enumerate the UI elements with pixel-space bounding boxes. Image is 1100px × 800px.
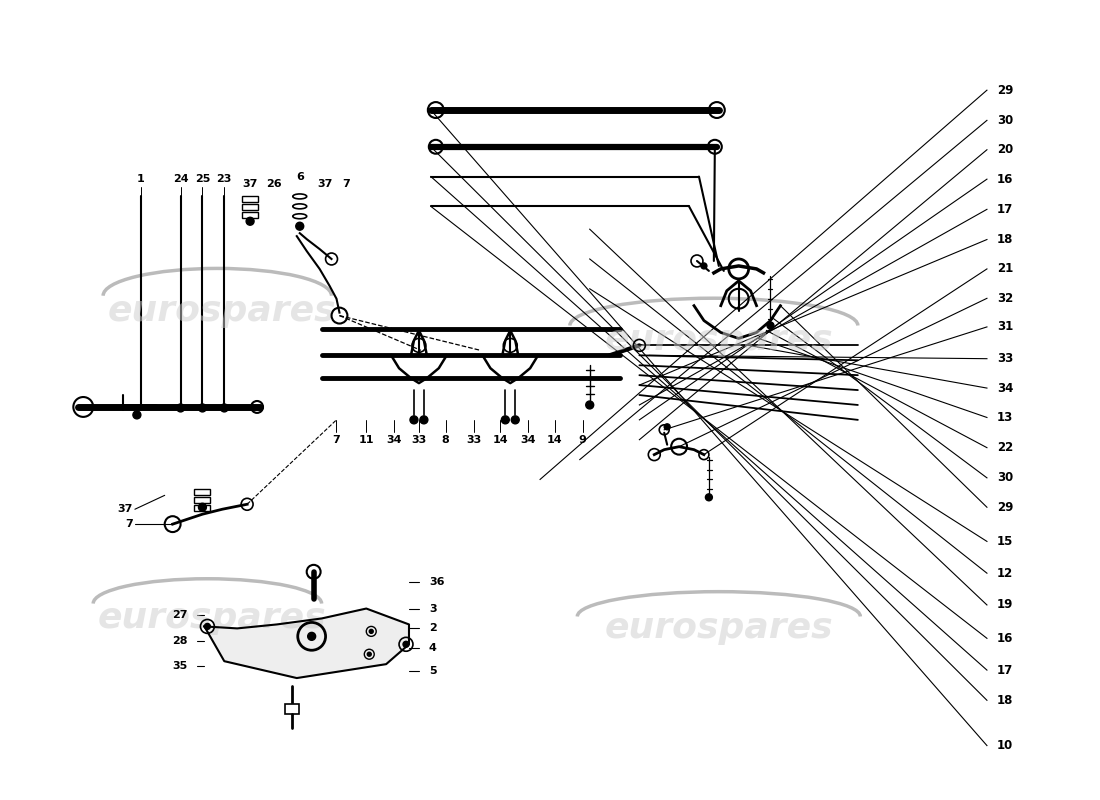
Circle shape xyxy=(767,322,774,329)
Text: 29: 29 xyxy=(997,501,1013,514)
Bar xyxy=(242,204,258,210)
Text: 17: 17 xyxy=(997,664,1013,677)
Text: 31: 31 xyxy=(997,321,1013,334)
Text: 28: 28 xyxy=(172,636,187,646)
Text: 27: 27 xyxy=(172,610,187,619)
Circle shape xyxy=(705,494,713,501)
Text: 20: 20 xyxy=(997,143,1013,156)
Text: 6: 6 xyxy=(296,171,304,182)
Circle shape xyxy=(410,416,418,424)
Text: 33: 33 xyxy=(411,434,427,445)
Text: 37: 37 xyxy=(118,504,133,514)
Circle shape xyxy=(205,623,210,630)
Circle shape xyxy=(420,416,428,424)
Bar xyxy=(242,212,258,218)
Text: 33: 33 xyxy=(466,434,481,445)
Circle shape xyxy=(664,424,670,430)
Text: 18: 18 xyxy=(997,694,1013,707)
Circle shape xyxy=(586,401,594,409)
Text: 11: 11 xyxy=(359,434,374,445)
Text: 16: 16 xyxy=(997,632,1013,645)
Circle shape xyxy=(701,263,707,269)
Circle shape xyxy=(177,404,185,412)
Bar xyxy=(285,704,299,714)
Circle shape xyxy=(246,218,254,226)
Text: 23: 23 xyxy=(217,174,232,183)
Text: 15: 15 xyxy=(997,535,1013,548)
Text: 8: 8 xyxy=(442,434,450,445)
Circle shape xyxy=(296,222,304,230)
Bar xyxy=(195,490,210,495)
Bar xyxy=(285,704,299,714)
Circle shape xyxy=(198,404,207,412)
Text: 14: 14 xyxy=(493,434,508,445)
Text: 26: 26 xyxy=(266,178,282,189)
Text: 29: 29 xyxy=(997,84,1013,97)
Circle shape xyxy=(308,632,316,640)
Text: 30: 30 xyxy=(997,471,1013,484)
Text: 36: 36 xyxy=(429,577,444,586)
Text: 7: 7 xyxy=(342,178,350,189)
Text: 35: 35 xyxy=(173,661,187,671)
Text: 18: 18 xyxy=(997,233,1013,246)
Text: 16: 16 xyxy=(997,173,1013,186)
Text: 12: 12 xyxy=(997,566,1013,580)
Text: eurospares: eurospares xyxy=(605,323,833,358)
Text: 5: 5 xyxy=(429,666,437,676)
Text: 34: 34 xyxy=(520,434,536,445)
Text: 37: 37 xyxy=(242,178,257,189)
Text: 24: 24 xyxy=(173,174,188,183)
Text: 30: 30 xyxy=(997,114,1013,127)
Text: 37: 37 xyxy=(317,178,332,189)
Circle shape xyxy=(367,652,371,656)
Text: eurospares: eurospares xyxy=(98,602,327,635)
Circle shape xyxy=(512,416,519,424)
Text: 7: 7 xyxy=(332,434,340,445)
Text: 3: 3 xyxy=(429,603,437,614)
Bar xyxy=(195,498,210,503)
Text: 10: 10 xyxy=(997,739,1013,752)
Text: 4: 4 xyxy=(429,643,437,654)
Text: 32: 32 xyxy=(997,292,1013,305)
Text: 21: 21 xyxy=(997,262,1013,275)
Circle shape xyxy=(370,630,373,634)
Circle shape xyxy=(403,642,409,647)
Text: 34: 34 xyxy=(997,382,1013,394)
Text: 34: 34 xyxy=(386,434,402,445)
Text: 7: 7 xyxy=(125,519,133,529)
Text: 17: 17 xyxy=(997,203,1013,216)
Polygon shape xyxy=(205,609,409,678)
Circle shape xyxy=(220,404,229,412)
Circle shape xyxy=(502,416,509,424)
Bar xyxy=(242,197,258,202)
Text: 2: 2 xyxy=(429,623,437,634)
Text: eurospares: eurospares xyxy=(605,611,833,646)
Text: 9: 9 xyxy=(579,434,586,445)
Text: 22: 22 xyxy=(997,441,1013,454)
Text: 25: 25 xyxy=(195,174,210,183)
Text: 13: 13 xyxy=(997,411,1013,424)
Bar xyxy=(195,506,210,511)
Text: 14: 14 xyxy=(547,434,563,445)
Text: eurospares: eurospares xyxy=(108,294,337,328)
Text: 33: 33 xyxy=(997,352,1013,365)
Circle shape xyxy=(198,503,207,511)
Text: 19: 19 xyxy=(997,598,1013,611)
Text: 1: 1 xyxy=(138,174,145,183)
Circle shape xyxy=(133,411,141,419)
